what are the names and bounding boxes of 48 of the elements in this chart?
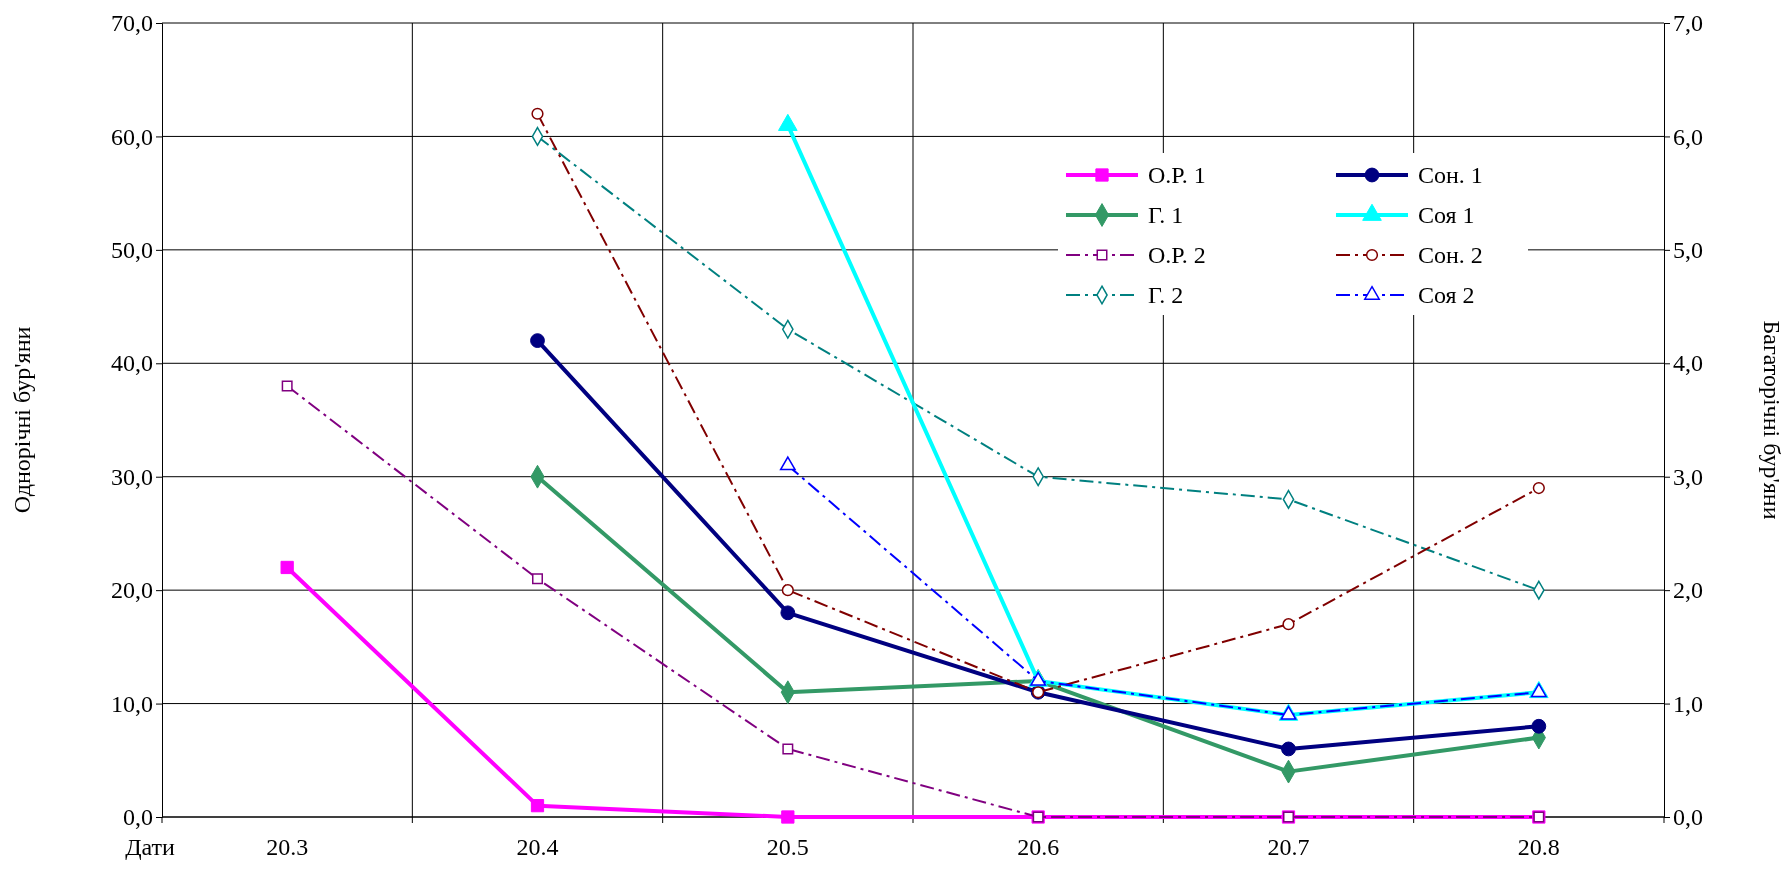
legend-label: О.Р. 1 xyxy=(1148,162,1206,188)
x-axis-title: Дати xyxy=(125,834,176,860)
x-tick-label: 20.6 xyxy=(1017,834,1060,860)
y-tick-label: 0,0 xyxy=(123,804,153,831)
point xyxy=(780,605,796,621)
y-tick-label: 70,0 xyxy=(111,10,153,37)
y2-tick-label: 7,0 xyxy=(1673,10,1703,37)
point xyxy=(1281,741,1296,757)
y2-tick-label: 5,0 xyxy=(1673,237,1703,264)
point xyxy=(782,743,794,755)
legend-label: Сон. 2 xyxy=(1418,242,1483,268)
legend-label: О.Р. 2 xyxy=(1148,242,1206,268)
y-tick-label: 20,0 xyxy=(111,577,153,604)
y2-tick-label: 1,0 xyxy=(1673,690,1703,717)
x-tick-label: 20.3 xyxy=(266,834,309,860)
y-tick-label: 60,0 xyxy=(111,123,153,150)
legend-label: Г. 2 xyxy=(1148,282,1184,308)
y2-axis-title: Багаторічні бур'яни xyxy=(1759,320,1784,520)
point xyxy=(1282,618,1295,631)
x-tick-label: 20.8 xyxy=(1517,834,1560,860)
legend-label: Соя 1 xyxy=(1418,202,1475,228)
y-axis-title: Однорічні бур'яни xyxy=(9,326,35,514)
point xyxy=(781,584,794,597)
y-tick-label: 30,0 xyxy=(111,463,153,490)
point xyxy=(530,799,545,813)
point xyxy=(1532,481,1545,495)
y2-tick-label: 0,0 xyxy=(1673,804,1703,831)
x-tick-label: 20.4 xyxy=(516,834,559,860)
legend-label: Соя 2 xyxy=(1418,282,1475,308)
legend-label: Сон. 1 xyxy=(1418,162,1483,188)
point xyxy=(531,107,544,120)
legend-label: Г. 1 xyxy=(1148,202,1184,228)
point xyxy=(532,573,543,585)
y2-tick-label: 3,0 xyxy=(1673,463,1703,490)
point xyxy=(779,456,796,471)
y-tick-label: 10,0 xyxy=(111,690,153,717)
y-tick-label: 50,0 xyxy=(111,237,153,264)
point xyxy=(1531,718,1547,734)
y2-tick-label: 2,0 xyxy=(1673,577,1703,604)
point xyxy=(280,560,294,575)
point xyxy=(281,380,293,392)
y-tick-label: 40,0 xyxy=(111,350,153,377)
y2-tick-label: 4,0 xyxy=(1673,350,1703,377)
point xyxy=(530,333,545,348)
y2-tick-label: 6,0 xyxy=(1673,123,1703,150)
x-tick-label: 20.7 xyxy=(1267,834,1310,860)
point xyxy=(781,810,795,824)
x-tick-label: 20.5 xyxy=(766,834,809,860)
